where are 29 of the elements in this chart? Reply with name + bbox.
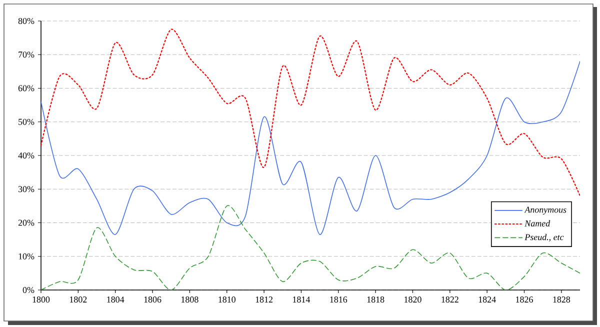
x-tick-label: 1814 (293, 296, 310, 303)
y-tick-label: 0% (22, 286, 34, 294)
x-tick-label: 1802 (70, 296, 87, 303)
line-series (41, 28, 580, 196)
legend-label: Anonymous (524, 206, 566, 215)
y-tick-label: 50% (18, 118, 34, 125)
x-tick-label: 1808 (182, 296, 198, 303)
x-tick-label: 1806 (144, 296, 162, 303)
y-tick-label: 70% (18, 52, 34, 58)
y-tick-label: 30% (18, 186, 34, 192)
x-tick-label: 1816 (330, 296, 348, 303)
y-tick-label: 40% (18, 152, 34, 159)
x-tick-label: 1812 (256, 296, 273, 303)
legend-label: Pseud., etc (524, 234, 564, 242)
y-tick-label: 80% (18, 18, 34, 24)
x-tick-label: 1820 (404, 296, 422, 303)
legend-label: Named (524, 220, 550, 226)
x-tick-label: 1824 (478, 296, 496, 303)
x-tick-label: 1818 (367, 296, 384, 303)
x-tick-label: 1800 (32, 296, 50, 303)
y-tick-label: 10% (18, 253, 34, 260)
x-tick-label: 1826 (516, 296, 533, 303)
x-tick-label: 1804 (107, 296, 124, 303)
y-tick-label: 60% (18, 85, 34, 92)
y-tick-label: 20% (18, 220, 34, 226)
x-tick-label: 1828 (553, 296, 570, 303)
line-series (41, 60, 580, 235)
x-tick-label: 1822 (442, 296, 458, 303)
x-tick-label: 1810 (218, 296, 236, 303)
